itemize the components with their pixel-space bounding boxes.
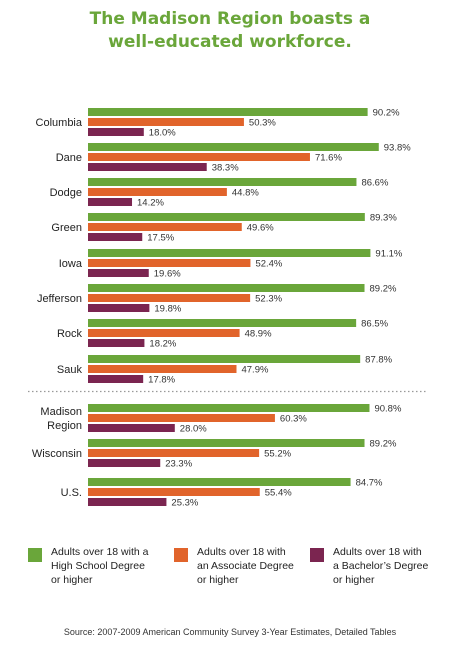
- bar-value-jefferson-associate: 52.3%: [255, 294, 282, 305]
- bar-value-dodge-associate: 44.8%: [232, 188, 259, 199]
- bar-value-madison-region-associate: 60.3%: [280, 414, 307, 425]
- bar-madison-region-associate: [88, 414, 275, 422]
- bar-rock-bachelor: [88, 339, 145, 347]
- bar-jefferson-associate: [88, 294, 251, 302]
- bar-value-rock-high_school: 86.5%: [361, 319, 388, 330]
- bar-u-s-bachelor: [88, 498, 167, 506]
- bar-value-green-bachelor: 17.5%: [147, 233, 174, 244]
- bar-value-iowa-bachelor: 19.6%: [154, 269, 181, 280]
- bar-u-s-high_school: [88, 478, 351, 486]
- bar-dodge-associate: [88, 188, 227, 196]
- bar-value-wisconsin-associate: 55.2%: [264, 449, 291, 460]
- bar-value-columbia-high_school: 90.2%: [373, 108, 400, 119]
- bar-value-u-s-high_school: 84.7%: [356, 478, 383, 489]
- bar-value-dane-high_school: 93.8%: [384, 143, 411, 154]
- bar-jefferson-high_school: [88, 284, 365, 292]
- bar-value-jefferson-bachelor: 19.8%: [154, 304, 181, 315]
- bar-green-bachelor: [88, 233, 143, 241]
- bar-sauk-bachelor: [88, 375, 144, 383]
- bar-value-madison-region-bachelor: 28.0%: [180, 424, 207, 435]
- bar-value-green-associate: 49.6%: [247, 223, 274, 234]
- bar-jefferson-bachelor: [88, 304, 150, 312]
- category-label-green: Green: [51, 222, 82, 234]
- legend-swatch-associate: [174, 548, 188, 562]
- bar-value-iowa-high_school: 91.1%: [375, 249, 402, 260]
- chart-title: The Madison Region boasts a well-educate…: [0, 8, 460, 54]
- category-label-jefferson: Jefferson: [37, 293, 82, 305]
- category-label-iowa: Iowa: [59, 258, 83, 270]
- bar-value-dodge-bachelor: 14.2%: [137, 198, 164, 209]
- category-label-rock: Rock: [57, 328, 83, 340]
- bar-value-dodge-high_school: 86.6%: [361, 178, 388, 189]
- bar-iowa-associate: [88, 259, 251, 267]
- bar-value-columbia-associate: 50.3%: [249, 118, 276, 129]
- bar-dane-high_school: [88, 143, 379, 151]
- source-note: Source: 2007-2009 American Community Sur…: [63, 627, 397, 637]
- category-label-wisconsin: Wisconsin: [32, 448, 82, 460]
- bar-value-jefferson-high_school: 89.2%: [370, 284, 397, 295]
- bar-value-wisconsin-bachelor: 23.3%: [165, 459, 192, 470]
- chart-title-line-1: The Madison Region boasts a: [89, 9, 371, 29]
- bar-rock-high_school: [88, 319, 357, 327]
- category-label-u-s: U.S.: [61, 487, 82, 499]
- bar-value-columbia-bachelor: 18.0%: [149, 128, 176, 139]
- bar-columbia-associate: [88, 118, 244, 126]
- legend-label-high-school: Adults over 18 with a High School Degree…: [51, 546, 149, 586]
- category-label-columbia: Columbia: [36, 117, 83, 129]
- legend-item-high-school: Adults over 18 with a High School Degree…: [28, 545, 148, 587]
- bar-sauk-high_school: [88, 355, 361, 363]
- bar-value-sauk-high_school: 87.8%: [365, 355, 392, 366]
- bar-dodge-high_school: [88, 178, 357, 186]
- legend-swatch-high-school: [28, 548, 42, 562]
- legend: Adults over 18 with a High School Degree…: [28, 545, 458, 605]
- bar-wisconsin-bachelor: [88, 459, 161, 467]
- bar-value-dane-associate: 71.6%: [315, 153, 342, 164]
- category-label-sauk: Sauk: [57, 364, 83, 376]
- bar-value-rock-associate: 48.9%: [245, 329, 272, 340]
- bar-green-associate: [88, 223, 242, 231]
- bar-value-sauk-bachelor: 17.8%: [148, 375, 175, 386]
- bar-value-u-s-bachelor: 25.3%: [171, 498, 198, 509]
- bar-wisconsin-associate: [88, 449, 260, 457]
- bar-madison-region-high_school: [88, 404, 370, 412]
- bar-iowa-bachelor: [88, 269, 149, 277]
- category-label-madison-region: Madison Region: [40, 406, 82, 432]
- bar-madison-region-bachelor: [88, 424, 175, 432]
- chart-title-line-2: well-educated workforce.: [108, 32, 352, 52]
- category-label-dane: Dane: [56, 152, 82, 164]
- legend-swatch-bachelor: [310, 548, 324, 562]
- bar-value-dane-bachelor: 38.3%: [212, 163, 239, 174]
- bar-columbia-bachelor: [88, 128, 144, 136]
- bar-dodge-bachelor: [88, 198, 133, 206]
- bar-iowa-high_school: [88, 249, 371, 257]
- bar-value-rock-bachelor: 18.2%: [149, 339, 176, 350]
- category-label-dodge: Dodge: [50, 187, 82, 199]
- bar-value-wisconsin-high_school: 89.2%: [370, 439, 397, 450]
- legend-item-associate: Adults over 18 with an Associate Degree …: [174, 545, 294, 587]
- bar-wisconsin-high_school: [88, 439, 365, 447]
- bar-value-u-s-associate: 55.4%: [265, 488, 292, 499]
- bar-sauk-associate: [88, 365, 237, 373]
- bar-dane-bachelor: [88, 163, 207, 171]
- bar-columbia-high_school: [88, 108, 368, 116]
- legend-label-associate: Adults over 18 with an Associate Degree …: [197, 546, 294, 586]
- bar-u-s-associate: [88, 488, 260, 496]
- bar-dane-associate: [88, 153, 310, 161]
- bar-value-madison-region-high_school: 90.8%: [374, 404, 401, 415]
- legend-item-bachelor: Adults over 18 with a Bachelor’s Degree …: [310, 545, 428, 587]
- legend-label-bachelor: Adults over 18 with a Bachelor’s Degree …: [333, 546, 429, 586]
- bar-green-high_school: [88, 213, 365, 221]
- bar-value-iowa-associate: 52.4%: [255, 259, 282, 270]
- bar-value-green-high_school: 89.3%: [370, 213, 397, 224]
- bar-rock-associate: [88, 329, 240, 337]
- bar-chart: Columbia 90.2% 50.3% 18.0% Dane 93.8% 71.6% 38.…: [28, 108, 428, 509]
- bar-value-sauk-associate: 47.9%: [241, 365, 268, 376]
